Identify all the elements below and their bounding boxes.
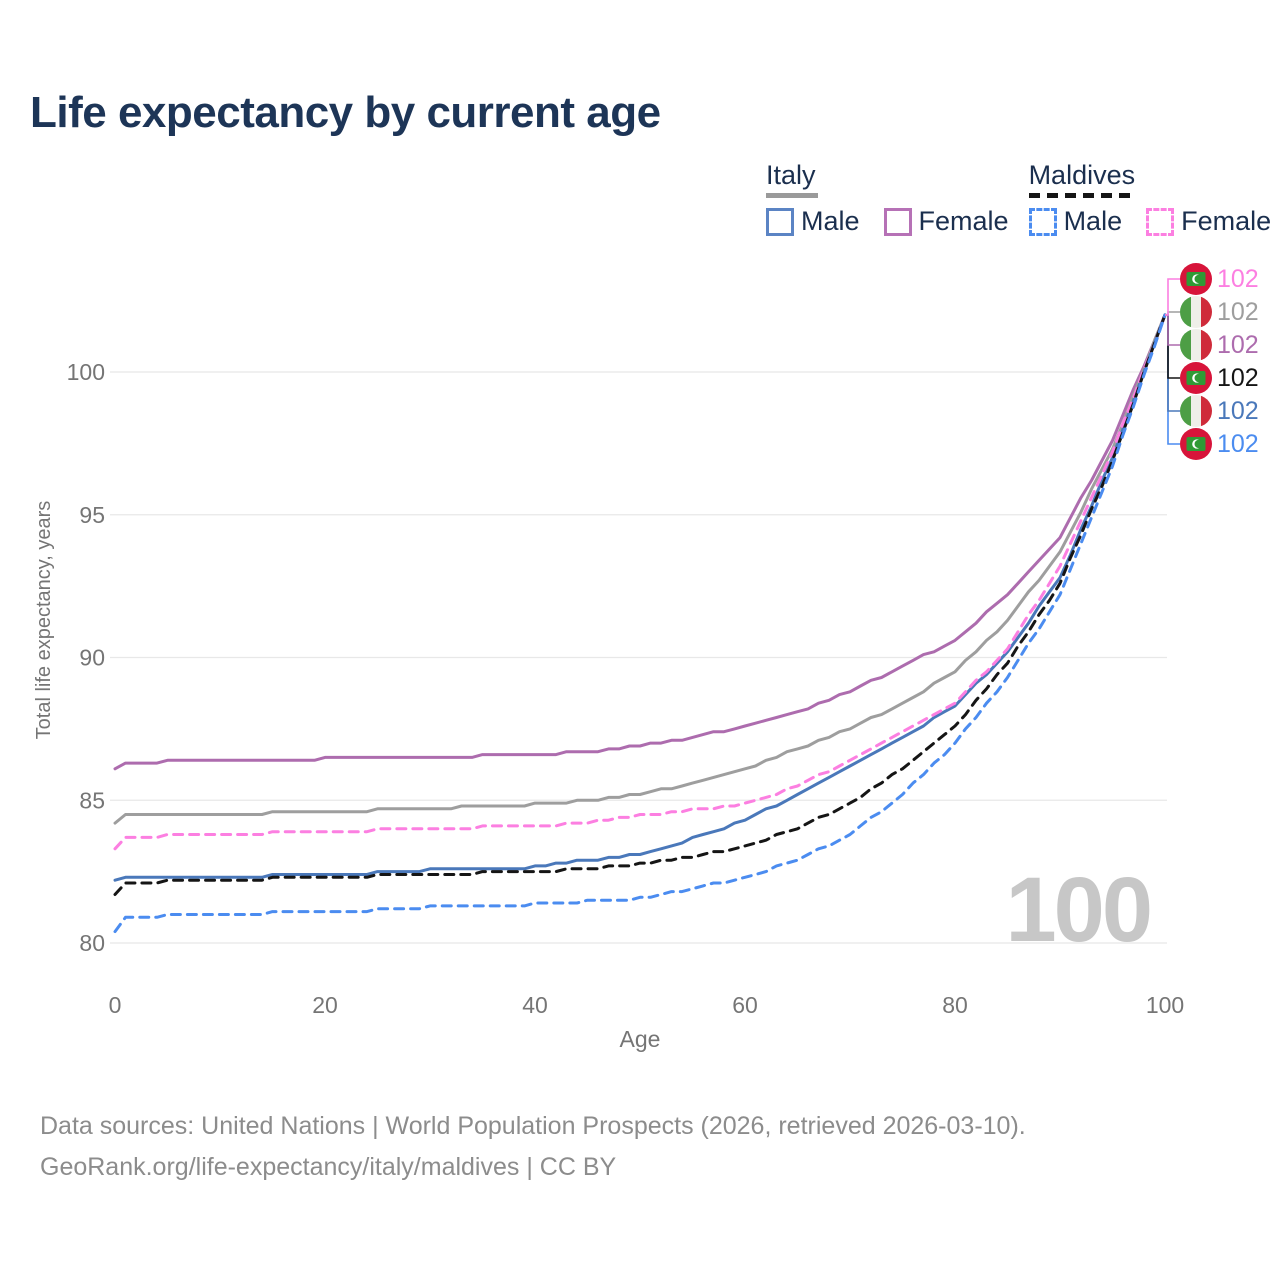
maldives-male-swatch-icon <box>1028 207 1057 236</box>
legend-item-maldives-female[interactable]: Female <box>1146 206 1271 237</box>
data-sources-line: Data sources: United Nations | World Pop… <box>40 1112 1026 1140</box>
y-tick-label: 90 <box>79 645 105 671</box>
page-title: Life expectancy by current age <box>30 88 661 137</box>
legend-label: Female <box>1181 206 1272 236</box>
series-line-italy-female[interactable] <box>113 313 1167 771</box>
maldives-female-swatch-icon <box>1146 207 1175 236</box>
x-tick-label: 80 <box>942 992 968 1018</box>
legend-label: Male <box>801 206 860 236</box>
age-watermark: 100 <box>1005 859 1154 961</box>
maldives-flag-icon <box>1180 362 1212 394</box>
y-tick-label: 80 <box>79 930 105 956</box>
legend-line-sample-italy <box>766 193 818 198</box>
legend-header-maldives[interactable]: Maldives <box>1028 160 1136 190</box>
maldives-flag-icon <box>1180 428 1212 460</box>
italy-male-swatch-icon <box>766 207 794 236</box>
end-label-italy-both: 102 <box>1180 296 1259 328</box>
series-line-italy-both[interactable] <box>113 313 1167 825</box>
maldives-flag-icon <box>1180 263 1212 295</box>
x-tick-label: 40 <box>522 992 548 1018</box>
legend-line-sample-maldives <box>1028 193 1137 198</box>
legend: Italy Male Female Maldives Male <box>766 160 1271 237</box>
x-tick-label: 60 <box>732 992 758 1018</box>
end-label-value: 102 <box>1217 331 1259 359</box>
footer: Data sources: United Nations | World Pop… <box>40 1106 1026 1188</box>
end-label-connector-italy-female <box>1165 314 1180 346</box>
end-label-value: 102 <box>1217 430 1259 458</box>
legend-label: Female <box>918 206 1009 236</box>
x-axis-title: Age <box>619 1026 661 1052</box>
series-line-maldives-female[interactable] <box>113 313 1167 851</box>
legend-item-maldives-male[interactable]: Male <box>1028 206 1123 237</box>
y-tick-label: 85 <box>79 787 105 813</box>
x-tick-label: 0 <box>109 992 122 1018</box>
x-tick-label: 20 <box>312 992 338 1018</box>
series-line-maldives-male[interactable] <box>113 313 1167 934</box>
legend-header-italy[interactable]: Italy <box>766 160 816 190</box>
legend-group-maldives: Maldives Male Female <box>1028 160 1271 237</box>
y-tick-label: 100 <box>67 359 105 385</box>
end-label-value: 102 <box>1217 265 1259 293</box>
end-label-italy-female: 102 <box>1180 329 1259 361</box>
italy-flag-icon <box>1180 296 1212 328</box>
series-line-maldives-both[interactable] <box>113 313 1167 896</box>
end-label-maldives-male: 102 <box>1180 428 1259 460</box>
end-label-value: 102 <box>1217 397 1259 425</box>
italy-flag-icon <box>1180 395 1212 427</box>
end-label-value: 102 <box>1217 364 1259 392</box>
legend-item-italy-female[interactable]: Female <box>883 206 1009 237</box>
italy-flag-icon <box>1180 329 1212 361</box>
series-line-italy-male[interactable] <box>113 313 1167 882</box>
end-label-value: 102 <box>1217 298 1259 326</box>
end-label-italy-male: 102 <box>1180 395 1259 427</box>
y-tick-label: 95 <box>79 502 105 528</box>
attribution-line: GeoRank.org/life-expectancy/italy/maldiv… <box>40 1153 617 1181</box>
end-label-connector-maldives-female <box>1165 278 1180 316</box>
end-label-maldives-both: 102 <box>1180 362 1259 394</box>
end-label-maldives-female: 102 <box>1180 263 1259 295</box>
x-tick-label: 100 <box>1146 992 1184 1018</box>
legend-group-italy: Italy Male Female <box>766 160 1009 237</box>
legend-item-italy-male[interactable]: Male <box>766 206 860 237</box>
legend-label: Male <box>1063 206 1123 236</box>
italy-female-swatch-icon <box>883 207 912 236</box>
